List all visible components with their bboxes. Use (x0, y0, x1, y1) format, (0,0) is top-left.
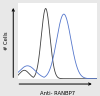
Text: # Cells: # Cells (4, 31, 9, 50)
Text: Anti- RANBP7: Anti- RANBP7 (40, 91, 75, 96)
